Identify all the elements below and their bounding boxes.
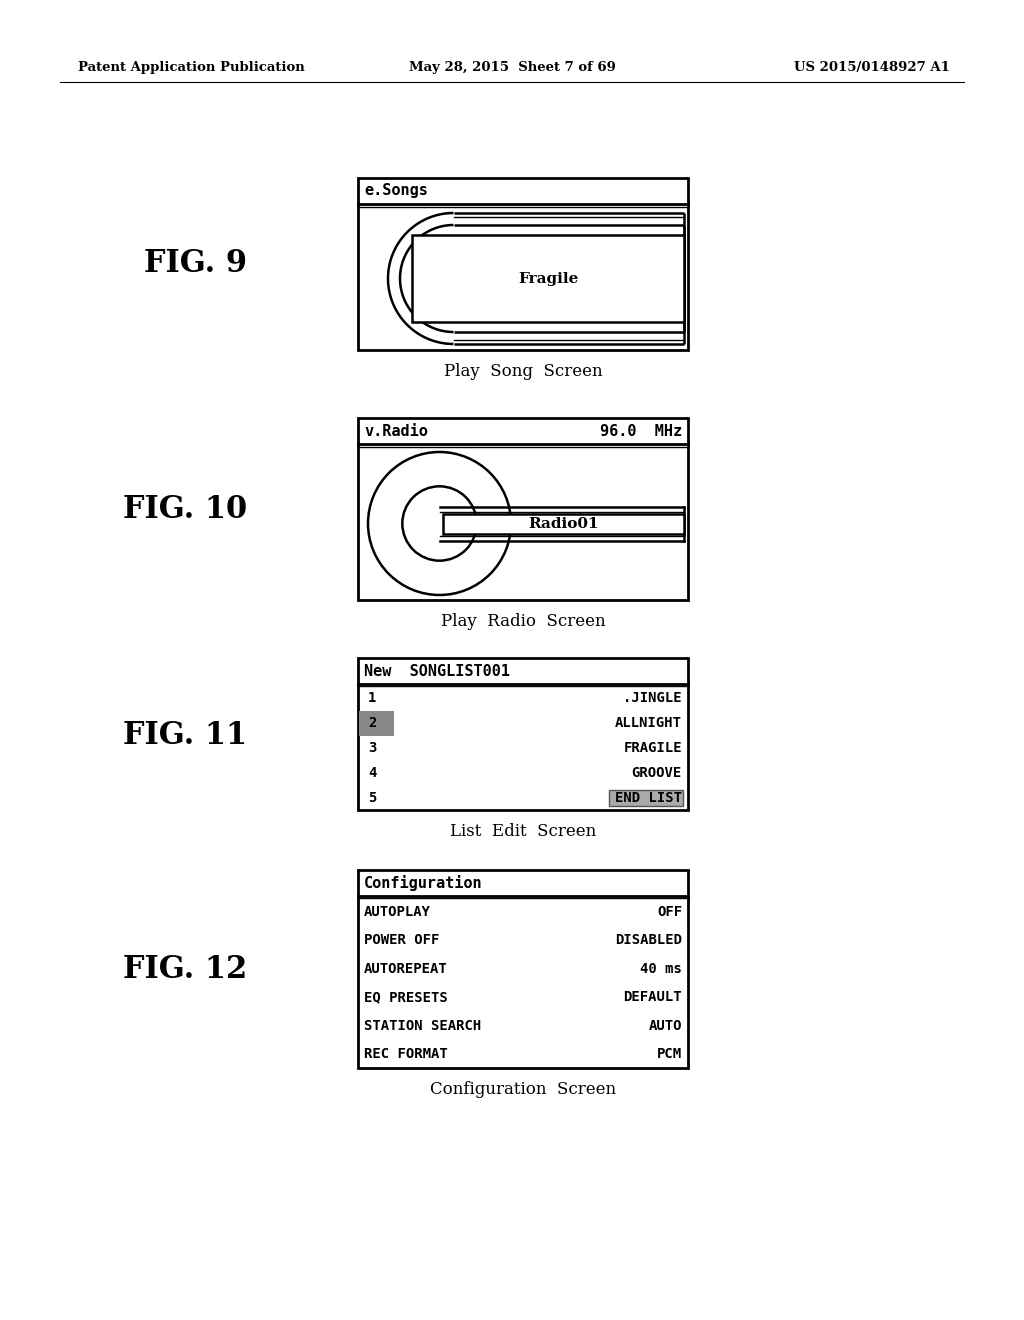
Text: DEFAULT: DEFAULT <box>624 990 682 1005</box>
Text: List  Edit  Screen: List Edit Screen <box>450 824 596 841</box>
Bar <box>358 178 688 350</box>
Text: e.Songs: e.Songs <box>364 183 428 198</box>
Text: ALLNIGHT: ALLNIGHT <box>615 717 682 730</box>
Text: 40 ms: 40 ms <box>640 962 682 975</box>
Text: DISABLED: DISABLED <box>615 933 682 948</box>
Text: US 2015/0148927 A1: US 2015/0148927 A1 <box>795 62 950 74</box>
Text: AUTOREPEAT: AUTOREPEAT <box>364 962 447 975</box>
Text: EQ PRESETS: EQ PRESETS <box>364 990 447 1005</box>
Bar <box>412 235 684 322</box>
Text: PCM: PCM <box>656 1047 682 1061</box>
Text: Configuration: Configuration <box>364 875 482 891</box>
Text: END LIST: END LIST <box>615 791 682 805</box>
Text: 5: 5 <box>368 791 377 805</box>
Text: Fragile: Fragile <box>518 272 579 285</box>
Bar <box>358 657 688 810</box>
Text: May 28, 2015  Sheet 7 of 69: May 28, 2015 Sheet 7 of 69 <box>409 62 615 74</box>
Text: 4: 4 <box>368 766 377 780</box>
Text: POWER OFF: POWER OFF <box>364 933 439 948</box>
Text: 96.0  MHz: 96.0 MHz <box>600 424 682 438</box>
Bar <box>358 418 688 601</box>
Text: Play  Song  Screen: Play Song Screen <box>443 363 602 380</box>
Text: AUTO: AUTO <box>648 1019 682 1032</box>
Bar <box>359 711 394 735</box>
Text: FIG. 10: FIG. 10 <box>123 495 247 525</box>
Text: Patent Application Publication: Patent Application Publication <box>78 62 305 74</box>
Text: Play  Radio  Screen: Play Radio Screen <box>440 614 605 631</box>
Text: Radio01: Radio01 <box>528 516 599 531</box>
Text: REC FORMAT: REC FORMAT <box>364 1047 447 1061</box>
Bar <box>442 513 684 533</box>
Bar <box>609 789 683 805</box>
Text: STATION SEARCH: STATION SEARCH <box>364 1019 481 1032</box>
Text: AUTOPLAY: AUTOPLAY <box>364 906 431 919</box>
Text: 2: 2 <box>368 717 377 730</box>
Text: GROOVE: GROOVE <box>632 766 682 780</box>
Text: 3: 3 <box>368 741 377 755</box>
Text: Configuration  Screen: Configuration Screen <box>430 1081 616 1098</box>
Text: OFF: OFF <box>656 906 682 919</box>
Text: .JINGLE: .JINGLE <box>624 692 682 705</box>
Text: FIG. 9: FIG. 9 <box>143 248 247 279</box>
Bar <box>358 870 688 1068</box>
Text: v.Radio: v.Radio <box>364 424 428 438</box>
Text: New  SONGLIST001: New SONGLIST001 <box>364 664 510 678</box>
Text: FIG. 11: FIG. 11 <box>123 719 247 751</box>
Text: FIG. 12: FIG. 12 <box>123 954 247 986</box>
Text: 1: 1 <box>368 692 377 705</box>
Text: FRAGILE: FRAGILE <box>624 741 682 755</box>
